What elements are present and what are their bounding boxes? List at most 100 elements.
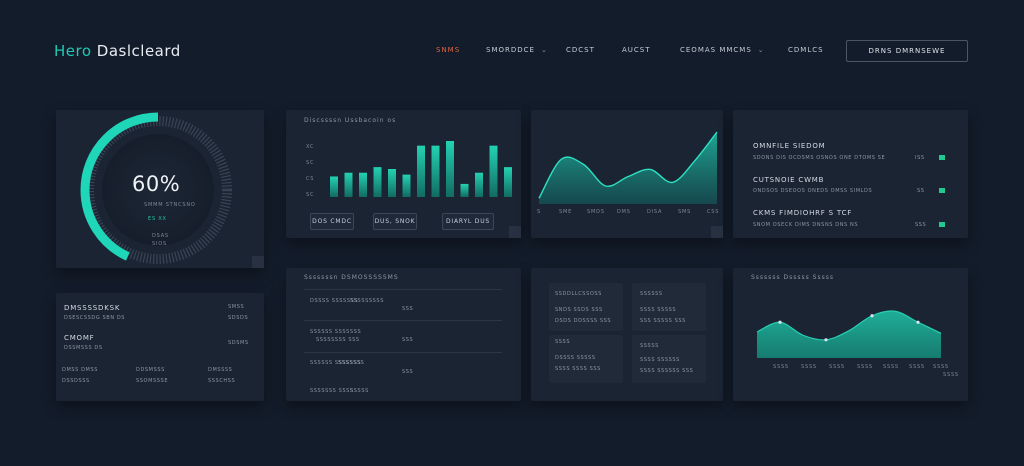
bar	[373, 167, 382, 197]
mini-block-sub2: DSDS DDSSSS SSS	[555, 318, 612, 324]
mini-block-3[interactable]: SSSS DSSSS SSSSS SSSS SSSS SSS	[549, 335, 623, 383]
divider	[304, 352, 502, 353]
area-chart	[756, 310, 942, 358]
nav-item-label: CDMLCS	[788, 46, 824, 54]
status-chip	[939, 155, 945, 160]
nav-item-3[interactable]: CDCST	[566, 46, 595, 54]
area-chart-card-top: S SME SMDS DMS DISA SMS CSS	[531, 110, 723, 238]
nav-item-label: SMORDDCE	[486, 46, 535, 54]
data-point	[778, 320, 782, 324]
gauge-card: 60% SMMM STNCSNO ES XX DSAS SIOS	[56, 110, 264, 268]
list-item-title: OMNFILE SIEDOM	[753, 142, 826, 150]
divider	[304, 320, 502, 321]
cta-button[interactable]: DRNS DMRNSEWE	[846, 40, 968, 62]
brand-part1: Hero	[54, 42, 92, 60]
nav-item-2[interactable]: SMORDDCE ⌄	[486, 46, 548, 54]
x-tick-label: SME	[559, 209, 573, 215]
stat-right-sub: SDSDS	[228, 315, 249, 321]
nav-item-label: CDCST	[566, 46, 595, 54]
brand-logo[interactable]: Hero Daslcleard	[54, 42, 181, 60]
divider	[304, 289, 502, 290]
x-tick-label: SSSS	[801, 364, 817, 370]
button-label: DUS, SNOK	[374, 218, 416, 225]
gauge-sub-label: SMMM STNCSNO	[144, 202, 196, 208]
area-fill	[757, 310, 941, 358]
x-tick-label: SSSS	[909, 364, 925, 370]
mini-block-sub: SSSS SSSSS	[640, 307, 677, 313]
resize-handle[interactable]	[509, 226, 521, 238]
stat-col-sub: DSSDSSS	[62, 378, 90, 384]
list-chip-label: SSS	[915, 222, 927, 228]
filter-button-1[interactable]: DOS CMDC	[310, 213, 354, 230]
table-cell: SSSSSS SSSSSSS	[310, 329, 362, 335]
gauge-foot-label-2: SIOS	[152, 241, 167, 247]
area-chart-card-bottom: Sssssss Dsssss Sssss SSSS SSSS SSSS SSSS…	[733, 268, 968, 401]
nav-item-4[interactable]: AUCST	[622, 46, 651, 54]
resize-handle[interactable]	[711, 226, 723, 238]
stat-col-title: DDSMSSS	[136, 367, 165, 373]
x-tick-label: SSSS	[829, 364, 845, 370]
bar	[475, 172, 483, 197]
stat-sub: DSESCSSDG SBN DS	[64, 315, 126, 321]
button-label: DOS CMDC	[312, 218, 352, 225]
mini-block-sub: SNDS SSDS SSS	[555, 307, 603, 313]
list-chip-label: SS	[917, 188, 925, 194]
area-bottom-title: Sssssss Dsssss Sssss	[751, 274, 834, 281]
stat-col-title: DMSSSS	[208, 367, 233, 373]
table-card: Sssssssn DSMOSSSSSMS DSSSS SSSSSSS SSSSS…	[286, 268, 521, 401]
resize-handle[interactable]	[252, 256, 264, 268]
area-line	[756, 310, 942, 341]
x-tick-label: SSSS	[883, 364, 899, 370]
bar-chart	[330, 141, 512, 197]
gauge-center	[102, 134, 214, 246]
table-cell: DSSSS SSSSSSS	[310, 298, 359, 304]
mini-block-1[interactable]: SSDDLLCSSOSS SNDS SSDS SSS DSDS DDSSSS S…	[549, 283, 623, 331]
mini-block-title: SSSS	[555, 339, 571, 345]
table-cell: SSSSSSSSS	[350, 298, 384, 304]
bar	[359, 172, 367, 197]
list-item-sub: ONDSOS DSEOOS ONEDS OMSS SIMLDS	[753, 188, 873, 194]
nav-item-1[interactable]: SNMS	[436, 46, 460, 54]
nav-item-label: AUCST	[622, 46, 651, 54]
y-tick-label: SC	[306, 160, 315, 166]
list-chip-label: ISS	[915, 155, 925, 161]
chevron-down-icon: ⌄	[757, 46, 765, 54]
x-tick-label: SSSS	[773, 364, 789, 370]
table-cell: SSSSSSS SSSS	[310, 388, 354, 394]
nav-item-5[interactable]: CEOMAS MMCMS ⌄	[680, 46, 765, 54]
filter-button-3[interactable]: DIARYL DUS	[442, 213, 494, 230]
mini-block-title: SSSSS	[640, 343, 659, 349]
bar	[431, 145, 440, 197]
area-chart	[538, 131, 718, 204]
table-cell: SSS	[402, 337, 414, 343]
y-tick-label: SC	[306, 192, 315, 198]
bar	[402, 174, 411, 197]
filter-button-2[interactable]: DUS, SNOK	[373, 213, 417, 230]
table-cell: SSSSSSSS SSS	[316, 337, 360, 343]
stat-title: CMOMF	[64, 334, 95, 342]
axis-left-label: S	[537, 209, 541, 215]
x-tick-label: SSSS	[857, 364, 873, 370]
cta-label: DRNS DMRNSEWE	[868, 47, 946, 55]
nav-item-6[interactable]: CDMLCS	[788, 46, 824, 54]
list-item-title: CUTSNOIE CWMB	[753, 176, 825, 184]
stat-sub: DSSMSSS DS	[64, 345, 103, 351]
mini-block-4[interactable]: SSSSS SSSS SSSSSS SSSS SSSSSS SSS	[632, 335, 706, 383]
x-tick-label: SMS	[678, 209, 692, 215]
stat-title: DMSSSSDKSK	[64, 304, 121, 312]
bar	[417, 145, 425, 197]
bar	[460, 183, 469, 197]
gauge-track	[84, 116, 232, 264]
bar	[489, 145, 498, 197]
stats-card: DMSSSSDKSK DSESCSSDG SBN DS SMSS SDSDS C…	[56, 293, 264, 401]
bar	[344, 172, 353, 197]
list-item-sub: SDONS DIS OCDSMS OSNOS ONE DTOMS SE	[753, 155, 886, 161]
progress-ring	[80, 112, 236, 268]
brand-part2: Daslcleard	[91, 42, 181, 60]
mini-block-2[interactable]: SSSSSS SSSS SSSSS SSS SSSSS SSS	[632, 283, 706, 331]
stat-right-sub: SDSMS	[228, 340, 249, 346]
area-line	[538, 131, 718, 199]
chevron-down-icon: ⌄	[540, 46, 548, 54]
x-tick-label: SMDS	[587, 209, 605, 215]
list-item-title: CKMS FIMDIOHRF S TCF	[753, 209, 853, 217]
